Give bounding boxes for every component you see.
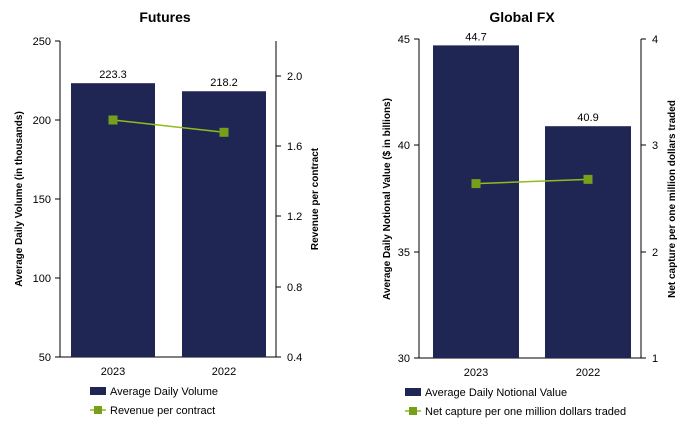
globalfx-bar-2022 (545, 126, 631, 359)
globalfx-ylabel: Average Daily Notional Value ($ in billi… (382, 98, 393, 300)
globalfx-y2tick: 4 (652, 34, 658, 46)
futures-y2tick: 1.6 (287, 141, 302, 153)
futures-bar-2023 (71, 83, 155, 357)
futures-chart: Futures 50 100 150 200 250 0.4 0.8 (14, 9, 321, 417)
globalfx-netcapture-point (471, 179, 481, 189)
futures-y2tick: 2.0 (287, 71, 302, 83)
globalfx-netcapture-line (475, 178, 589, 185)
globalfx-ytick: 45 (398, 34, 410, 46)
futures-revenue-point (108, 115, 118, 125)
globalfx-netcapture-point (583, 174, 593, 184)
globalfx-ytick: 30 (398, 353, 410, 365)
futures-ytick: 250 (33, 36, 51, 48)
futures-legend-marker-swatch (94, 406, 102, 414)
globalfx-xtick: 2022 (576, 367, 600, 379)
globalfx-y2tick: 1 (652, 353, 658, 365)
globalfx-legend: Average Daily Notional Value Net capture… (405, 387, 626, 418)
futures-title: Futures (139, 9, 191, 25)
globalfx-title: Global FX (489, 9, 555, 25)
futures-ytick: 200 (33, 115, 51, 127)
futures-legend-bar-label: Average Daily Volume (110, 386, 218, 398)
futures-legend-line-label: Revenue per contract (110, 405, 215, 417)
futures-xtick: 2022 (212, 366, 236, 378)
futures-legend: Average Daily Volume Revenue per contrac… (90, 386, 218, 417)
futures-revenue-line (112, 119, 225, 134)
futures-left-ticks: 50 100 150 200 250 (33, 36, 60, 364)
futures-ytick: 150 (33, 194, 51, 206)
globalfx-y2tick: 2 (652, 247, 658, 259)
globalfx-right-ticks: 1 2 3 4 (641, 34, 658, 365)
futures-ytick: 100 (33, 273, 51, 285)
futures-xtick: 2023 (101, 366, 125, 378)
futures-ytick: 50 (39, 352, 51, 364)
futures-y2tick: 0.4 (287, 352, 302, 364)
globalfx-chart: Global FX 30 35 40 45 1 2 3 4 44.7 40.9 (382, 9, 678, 418)
futures-y2tick: 0.8 (287, 282, 302, 294)
futures-bar-label: 223.3 (99, 69, 127, 81)
globalfx-legend-marker-swatch (409, 407, 417, 415)
futures-bar-label: 218.2 (210, 77, 238, 89)
globalfx-ytick: 35 (398, 247, 410, 259)
futures-ylabel: Average Daily Volume (in thousands) (14, 111, 25, 287)
globalfx-y2tick: 3 (652, 140, 658, 152)
futures-right-ticks: 0.4 0.8 1.2 1.6 2.0 (276, 71, 302, 364)
futures-y2tick: 1.2 (287, 211, 302, 223)
globalfx-bar-label: 44.7 (465, 31, 486, 43)
globalfx-bar-label: 40.9 (577, 112, 598, 124)
globalfx-legend-bar-label: Average Daily Notional Value (425, 387, 567, 399)
globalfx-legend-bar-swatch (405, 388, 421, 396)
globalfx-ytick: 40 (398, 140, 410, 152)
globalfx-legend-line-label: Net capture per one million dollars trad… (425, 406, 626, 418)
futures-legend-bar-swatch (90, 387, 106, 395)
globalfx-bar-2023 (433, 45, 519, 358)
futures-y2label: Revenue per contract (310, 147, 321, 250)
globalfx-xtick: 2023 (464, 367, 488, 379)
globalfx-left-ticks: 30 35 40 45 (398, 34, 419, 365)
futures-revenue-point (219, 127, 229, 137)
globalfx-y2label: Net capture per one million dollars trad… (667, 100, 678, 298)
